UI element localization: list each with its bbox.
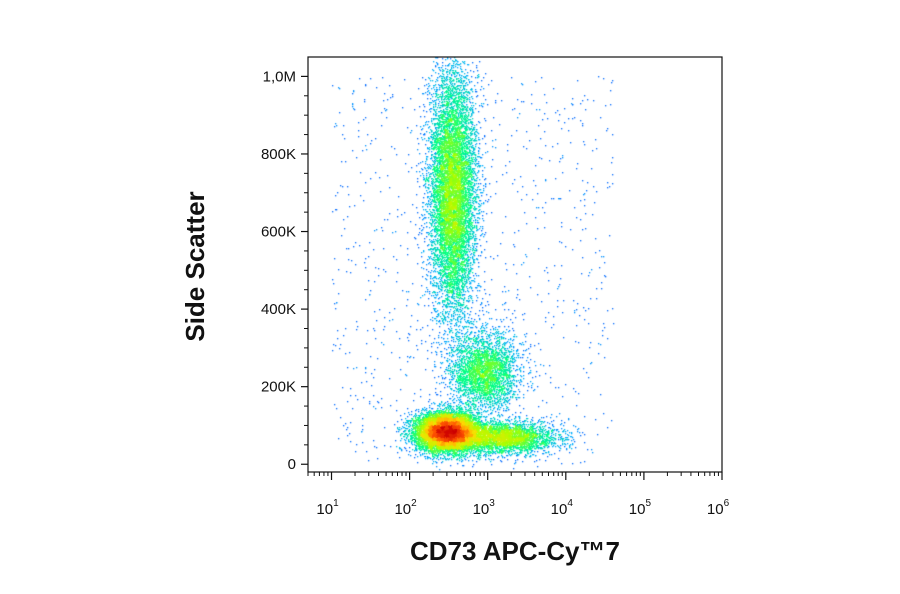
y-axis-title: Side Scatter xyxy=(180,191,210,341)
y-tick-label: 1,0M xyxy=(263,68,296,85)
y-tick-label: 0 xyxy=(288,456,296,473)
y-tick-label: 600K xyxy=(261,224,296,241)
x-axis: 101 102 103 104 105 106 xyxy=(307,472,730,518)
x-tick-label: 106 xyxy=(707,498,730,518)
x-tick-label: 104 xyxy=(551,498,574,518)
x-tick-label: 105 xyxy=(629,498,652,518)
y-axis: 0 200K 400K 600K 800K 1,0M xyxy=(261,68,308,473)
y-tick-label: 800K xyxy=(261,146,296,163)
plot-frame xyxy=(307,56,723,473)
data-points xyxy=(308,57,722,472)
x-tick-label: 101 xyxy=(316,498,339,518)
x-tick-label: 102 xyxy=(394,498,417,518)
x-axis-title: CD73 APC-Cy™7 xyxy=(410,536,620,566)
y-tick-label: 200K xyxy=(261,379,296,396)
y-tick-label: 400K xyxy=(261,301,296,318)
event-density-cloud xyxy=(308,57,722,472)
x-tick-label: 103 xyxy=(473,498,496,518)
